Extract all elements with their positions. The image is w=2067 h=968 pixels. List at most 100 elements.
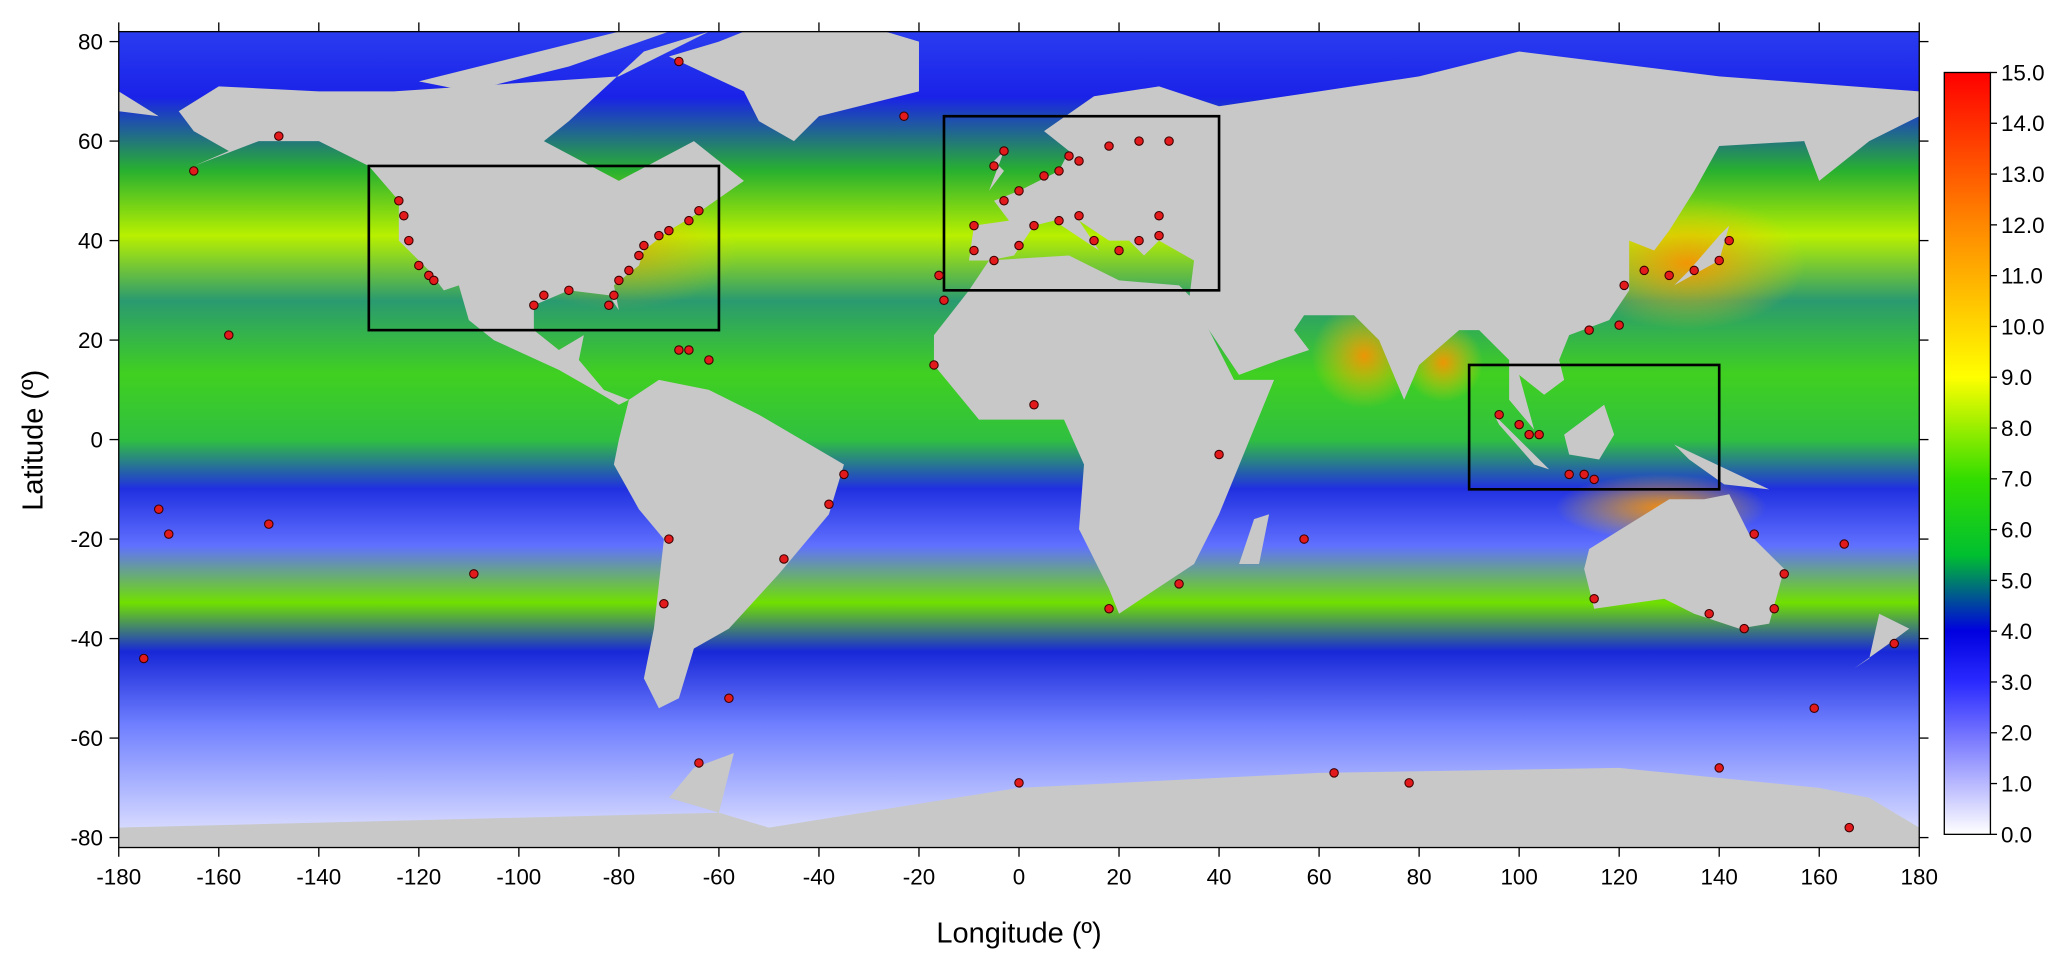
landmass xyxy=(668,31,919,142)
colorbar-tick-label: 0.0 xyxy=(2001,822,2032,847)
station xyxy=(1704,608,1714,619)
station xyxy=(139,653,149,664)
station xyxy=(1074,210,1084,221)
landmass xyxy=(418,31,669,92)
station xyxy=(609,290,619,301)
x-tick-label: -100 xyxy=(496,864,541,889)
station xyxy=(1029,400,1039,410)
landmass xyxy=(968,51,1920,430)
colorbar-tick-label: 8.0 xyxy=(2001,416,2032,441)
station xyxy=(989,255,999,266)
station xyxy=(1619,280,1629,291)
station xyxy=(399,210,409,221)
x-tick-label: 60 xyxy=(1307,864,1332,889)
station xyxy=(999,196,1009,206)
colorbar-tick-label: 7.0 xyxy=(2001,467,2032,492)
x-tick-label: -120 xyxy=(396,864,441,889)
station xyxy=(1134,235,1144,246)
landmass xyxy=(178,31,744,405)
station xyxy=(684,345,694,355)
station xyxy=(1154,230,1164,241)
station xyxy=(1064,151,1074,161)
station xyxy=(1584,325,1594,335)
station xyxy=(824,499,834,510)
y-tick-label: -40 xyxy=(71,626,103,651)
station xyxy=(684,215,694,226)
station xyxy=(1174,579,1184,589)
station xyxy=(694,758,704,768)
station xyxy=(779,554,789,564)
station xyxy=(839,469,849,480)
y-tick-label: -20 xyxy=(71,527,103,552)
station xyxy=(1054,166,1064,176)
x-tick-label: 80 xyxy=(1407,864,1432,889)
region-box xyxy=(942,114,1221,292)
station xyxy=(1589,594,1599,604)
x-axis-label: Longitude (º) xyxy=(936,917,1101,949)
landmass xyxy=(1854,613,1910,669)
station xyxy=(659,599,669,609)
y-tick-label: 20 xyxy=(78,328,103,353)
station xyxy=(624,265,634,276)
x-tick-label: -180 xyxy=(96,864,141,889)
landmass xyxy=(1584,494,1785,629)
x-tick-label: -40 xyxy=(803,864,835,889)
y-tick-label: 40 xyxy=(78,228,103,253)
station xyxy=(939,295,949,306)
station xyxy=(1134,136,1144,146)
x-tick-label: -80 xyxy=(603,864,635,889)
station xyxy=(1714,255,1724,266)
station xyxy=(1114,245,1124,256)
station xyxy=(1299,534,1309,544)
landmass xyxy=(1674,225,1730,286)
station xyxy=(929,360,939,370)
landmass xyxy=(933,255,1275,614)
station xyxy=(1769,603,1779,614)
plot-frame xyxy=(118,30,1920,849)
colorbar-tick-label: 12.0 xyxy=(2001,213,2045,238)
station xyxy=(1579,469,1589,480)
colorbar-tick-label: 14.0 xyxy=(2001,111,2045,136)
region-box xyxy=(367,164,721,332)
station xyxy=(539,290,549,301)
colorbar-tick-label: 9.0 xyxy=(2001,365,2032,390)
landmass xyxy=(1564,404,1615,460)
landmass xyxy=(1239,514,1270,564)
x-tick-label: -140 xyxy=(296,864,341,889)
station xyxy=(1749,529,1759,539)
x-tick-label: -160 xyxy=(196,864,241,889)
station xyxy=(634,250,644,261)
colorbar-tick-label: 4.0 xyxy=(2001,619,2032,644)
station xyxy=(1514,419,1524,430)
station xyxy=(1104,141,1114,151)
station xyxy=(654,230,664,241)
colorbar-tick-label: 10.0 xyxy=(2001,314,2045,339)
station xyxy=(564,285,574,296)
colorbar-tick-label: 2.0 xyxy=(2001,721,2032,746)
station xyxy=(1844,822,1854,833)
y-tick-label: -60 xyxy=(71,726,103,751)
colorbar-tick-label: 3.0 xyxy=(2001,670,2032,695)
colorbar xyxy=(1943,71,1992,836)
station xyxy=(1664,270,1674,281)
station xyxy=(694,205,704,216)
station xyxy=(969,245,979,256)
station xyxy=(1564,469,1574,480)
station xyxy=(164,529,174,539)
station xyxy=(394,196,404,206)
landmass xyxy=(118,753,1920,848)
x-tick-label: 40 xyxy=(1207,864,1232,889)
station xyxy=(1589,474,1599,485)
station xyxy=(704,355,714,365)
x-tick-label: 180 xyxy=(1901,864,1938,889)
station xyxy=(189,166,199,176)
colorbar-tick-label: 15.0 xyxy=(2001,60,2045,85)
colorbar-tick-label: 1.0 xyxy=(2001,771,2032,796)
station xyxy=(1714,763,1724,773)
station xyxy=(1104,603,1114,614)
station xyxy=(414,260,424,271)
station xyxy=(1724,235,1734,246)
station xyxy=(1889,638,1899,649)
x-tick-label: -60 xyxy=(703,864,735,889)
